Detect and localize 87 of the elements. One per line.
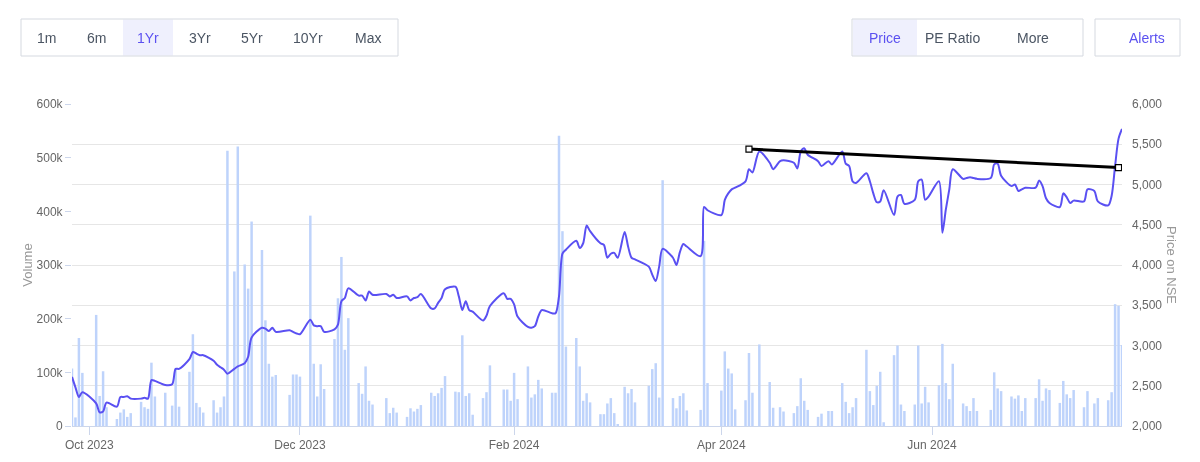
text: 1m (37, 30, 57, 46)
bar (1072, 390, 1075, 426)
bar (682, 393, 685, 426)
bar (212, 400, 215, 426)
bar (1024, 398, 1027, 426)
y2-axis-title: Price on NSE (1164, 226, 1179, 305)
y2-tick-label: 6,000 (1132, 97, 1163, 112)
y2-tick-label: 3,000 (1132, 338, 1163, 353)
bar (623, 386, 626, 426)
bar (599, 414, 602, 426)
bar (250, 221, 253, 426)
y2-tick-label: 2,000 (1132, 419, 1163, 434)
bar (243, 264, 246, 426)
bar (395, 412, 398, 426)
y2-tick-label: 4,000 (1132, 258, 1163, 273)
bar (730, 373, 733, 426)
bar (119, 412, 122, 426)
bar (174, 369, 177, 426)
text: 3Yr (189, 30, 212, 46)
bar (768, 381, 771, 426)
bar (433, 395, 436, 426)
bar (226, 150, 229, 426)
bar (1117, 305, 1120, 426)
bar (164, 392, 167, 426)
x-tick-label: Dec 2023 (274, 438, 326, 453)
text: Price (869, 30, 902, 46)
bar (347, 318, 350, 426)
text: Max (355, 30, 382, 46)
text: PE Ratio (925, 30, 981, 46)
bar (461, 335, 464, 426)
bar (1017, 395, 1020, 426)
x-tick-label: Jun 2024 (907, 438, 958, 453)
bar (385, 398, 388, 426)
bar (896, 345, 899, 426)
y-axis-title: Volume (19, 243, 35, 287)
y-tick-label: 500k (36, 150, 64, 165)
y-tick-label: 600k (36, 97, 64, 112)
y-tick-label: 200k (36, 311, 64, 326)
bar (129, 413, 132, 426)
line-series (72, 127, 1122, 414)
bar (295, 374, 298, 426)
bar (654, 363, 657, 426)
y2-tick-label: 3,500 (1132, 298, 1163, 313)
text: Alerts (1129, 30, 1165, 46)
text: 1Yr (137, 30, 160, 46)
bar (820, 413, 823, 426)
bar (416, 408, 419, 426)
bar (537, 379, 540, 426)
y-tick-label: 300k (36, 258, 64, 273)
bar (575, 337, 578, 426)
bar (865, 349, 868, 426)
text: 10Yr (293, 30, 323, 46)
bar (630, 388, 633, 426)
bar (357, 383, 360, 426)
bar (965, 406, 968, 426)
y2-tick-label: 2,500 (1132, 378, 1163, 393)
text: More (1017, 30, 1050, 46)
bar (1048, 390, 1051, 426)
bar (827, 410, 830, 426)
x-tick-label: Apr 2024 (696, 438, 747, 453)
x-tick-label: Oct 2023 (64, 438, 114, 453)
bar (782, 411, 785, 426)
bar (758, 344, 761, 426)
y-tick-label: 400k (36, 204, 64, 219)
bar (1010, 396, 1013, 426)
bar (585, 393, 588, 426)
bar (309, 215, 312, 426)
x-tick-label: Feb 2024 (488, 438, 540, 453)
bar (409, 408, 412, 426)
y2-tick-label: 5,500 (1132, 137, 1163, 152)
text: 5Yr (241, 30, 264, 46)
bar (319, 364, 322, 426)
y2-tick-label: 4,500 (1132, 217, 1163, 232)
bar (454, 391, 457, 426)
bar (364, 366, 367, 426)
bar (1086, 391, 1089, 426)
bar (972, 398, 975, 426)
bar (150, 362, 153, 426)
bar (661, 180, 664, 426)
bar (1062, 380, 1065, 426)
bar (371, 404, 374, 426)
y-tick-label: 100k (36, 365, 64, 380)
bar (941, 343, 944, 426)
y-tick-label: 0 (55, 419, 63, 434)
text: 6m (87, 30, 107, 46)
y2-tick-label: 5,000 (1132, 177, 1163, 192)
bar (340, 256, 343, 426)
